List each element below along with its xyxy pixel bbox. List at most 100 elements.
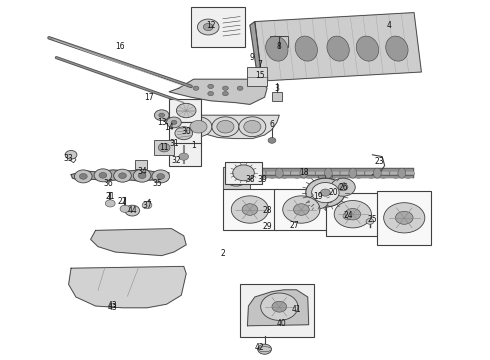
Text: 43: 43 xyxy=(108,301,118,310)
Circle shape xyxy=(237,86,243,90)
Circle shape xyxy=(133,169,151,182)
Circle shape xyxy=(241,169,254,178)
Ellipse shape xyxy=(300,168,308,178)
Text: 39: 39 xyxy=(257,175,267,184)
Circle shape xyxy=(222,91,228,96)
Circle shape xyxy=(232,175,241,181)
Text: 43: 43 xyxy=(108,303,118,312)
Circle shape xyxy=(366,219,374,224)
Circle shape xyxy=(229,169,242,178)
Circle shape xyxy=(294,204,309,215)
Ellipse shape xyxy=(295,36,318,61)
Ellipse shape xyxy=(349,168,357,178)
Text: 38: 38 xyxy=(245,175,255,184)
Text: 41: 41 xyxy=(292,305,301,314)
Bar xyxy=(169,143,201,166)
Circle shape xyxy=(338,184,348,191)
Ellipse shape xyxy=(275,168,283,178)
Text: 36: 36 xyxy=(103,179,113,188)
Circle shape xyxy=(309,194,328,209)
Circle shape xyxy=(65,150,77,159)
Text: 34: 34 xyxy=(137,166,147,175)
Circle shape xyxy=(278,169,291,178)
Text: 21: 21 xyxy=(105,192,115,201)
Bar xyxy=(377,191,431,245)
Circle shape xyxy=(193,86,199,90)
Text: 6: 6 xyxy=(270,120,274,129)
Circle shape xyxy=(242,204,258,215)
Circle shape xyxy=(306,178,345,207)
Bar xyxy=(154,140,174,155)
Text: 37: 37 xyxy=(142,201,152,210)
Text: 33: 33 xyxy=(64,154,74,163)
Ellipse shape xyxy=(398,168,406,178)
Text: 2: 2 xyxy=(220,249,225,258)
Circle shape xyxy=(377,169,390,178)
Text: 16: 16 xyxy=(115,42,125,51)
Circle shape xyxy=(157,174,165,179)
Ellipse shape xyxy=(324,168,332,178)
Circle shape xyxy=(119,173,126,179)
Text: 9: 9 xyxy=(250,53,255,62)
Bar xyxy=(135,160,147,169)
Text: 17: 17 xyxy=(145,93,154,102)
Circle shape xyxy=(291,169,303,178)
Polygon shape xyxy=(69,266,186,308)
Text: 30: 30 xyxy=(181,127,191,136)
Text: 24: 24 xyxy=(343,211,353,220)
Circle shape xyxy=(99,172,107,178)
Bar xyxy=(247,67,267,86)
Bar xyxy=(223,189,277,230)
Text: 27: 27 xyxy=(289,220,299,230)
Circle shape xyxy=(395,211,413,224)
Text: 28: 28 xyxy=(262,206,272,215)
Text: 25: 25 xyxy=(368,215,377,224)
Polygon shape xyxy=(247,290,309,326)
Text: 31: 31 xyxy=(169,139,179,148)
Ellipse shape xyxy=(239,117,266,136)
Circle shape xyxy=(283,196,320,223)
Ellipse shape xyxy=(327,36,349,61)
Polygon shape xyxy=(223,167,250,189)
Circle shape xyxy=(125,205,140,216)
Circle shape xyxy=(328,169,341,178)
Circle shape xyxy=(390,169,402,178)
Bar xyxy=(270,36,288,47)
Circle shape xyxy=(167,117,181,128)
Circle shape xyxy=(158,143,170,152)
Polygon shape xyxy=(164,115,279,139)
Ellipse shape xyxy=(190,120,207,133)
Text: 13: 13 xyxy=(157,118,167,127)
Text: 18: 18 xyxy=(299,168,309,177)
Circle shape xyxy=(272,301,287,312)
Text: 44: 44 xyxy=(127,206,137,215)
Polygon shape xyxy=(91,229,186,256)
Circle shape xyxy=(320,189,330,196)
Text: 12: 12 xyxy=(206,21,216,30)
Circle shape xyxy=(258,344,271,354)
Circle shape xyxy=(114,169,131,182)
Circle shape xyxy=(345,208,361,220)
Text: 42: 42 xyxy=(255,343,265,352)
Circle shape xyxy=(331,178,355,196)
Circle shape xyxy=(175,127,193,140)
Circle shape xyxy=(340,169,353,178)
Circle shape xyxy=(315,169,328,178)
Polygon shape xyxy=(250,22,262,85)
Circle shape xyxy=(179,153,189,160)
Ellipse shape xyxy=(266,36,288,61)
Circle shape xyxy=(343,212,353,220)
Circle shape xyxy=(79,174,87,179)
Circle shape xyxy=(402,169,415,178)
Circle shape xyxy=(231,196,269,223)
Circle shape xyxy=(171,120,177,125)
Circle shape xyxy=(266,169,279,178)
Circle shape xyxy=(105,200,115,207)
Text: 15: 15 xyxy=(255,71,265,80)
Text: 22: 22 xyxy=(118,197,127,206)
Polygon shape xyxy=(71,170,169,181)
Ellipse shape xyxy=(212,117,239,136)
Polygon shape xyxy=(169,79,267,104)
Bar xyxy=(272,92,282,101)
Text: 29: 29 xyxy=(262,222,272,231)
